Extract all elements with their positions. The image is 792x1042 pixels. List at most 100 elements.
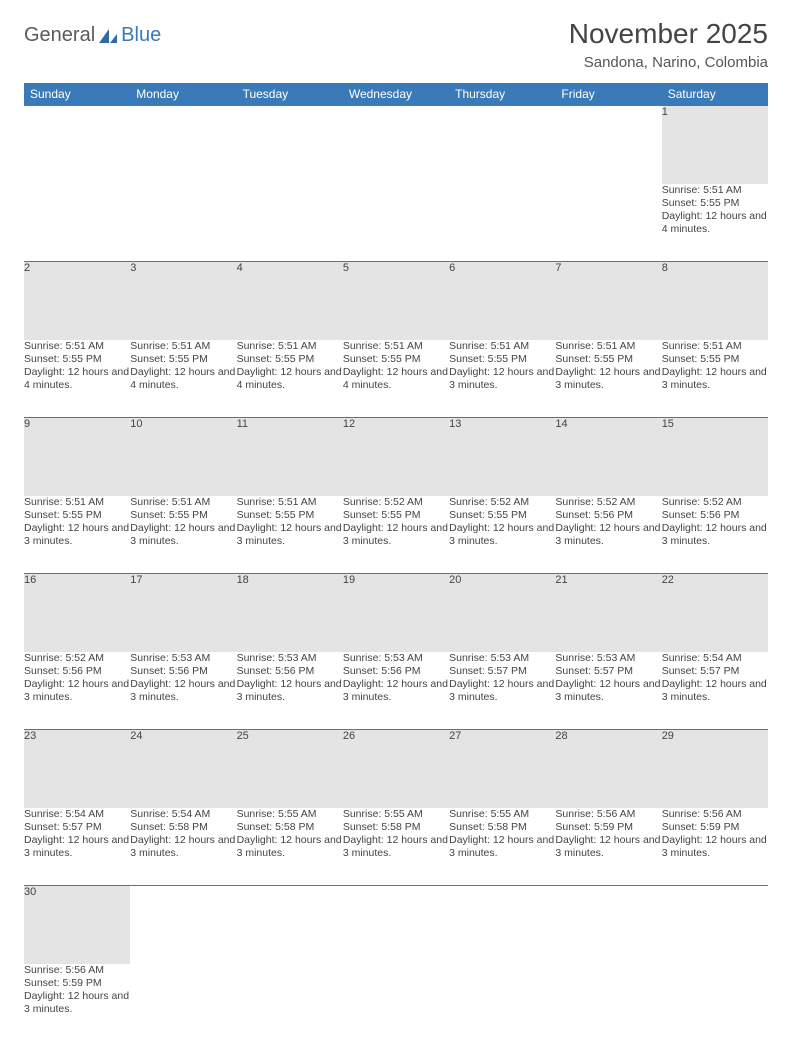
day-cell: Sunrise: 5:55 AMSunset: 5:58 PMDaylight:… xyxy=(237,808,343,886)
daylight-line-label: Daylight: xyxy=(449,678,493,690)
sunrise-line: Sunrise: 5:56 AM xyxy=(555,808,661,821)
sunrise-line-value: 5:51 AM xyxy=(65,340,104,352)
day-number-row: 9101112131415 xyxy=(24,418,768,496)
sunset-line-value: 5:55 PM xyxy=(275,353,314,365)
weekday-header-row: Sunday Monday Tuesday Wednesday Thursday… xyxy=(24,83,768,106)
daylight-line-label: Daylight: xyxy=(130,834,174,846)
sunrise-line-label: Sunrise: xyxy=(662,652,703,664)
sunset-line: Sunset: 5:55 PM xyxy=(343,509,449,522)
day-cell: Sunrise: 5:51 AMSunset: 5:55 PMDaylight:… xyxy=(130,496,236,574)
day-number-row: 1 xyxy=(24,106,768,184)
day-number: 18 xyxy=(237,574,249,586)
weekday-header: Thursday xyxy=(449,83,555,106)
sunset-line: Sunset: 5:57 PM xyxy=(662,665,768,678)
sunrise-line: Sunrise: 5:53 AM xyxy=(237,652,343,665)
sunset-line-value: 5:57 PM xyxy=(594,665,633,677)
sunrise-line-value: 5:53 AM xyxy=(491,652,530,664)
day-body-row: Sunrise: 5:51 AMSunset: 5:55 PMDaylight:… xyxy=(24,496,768,574)
day-cell xyxy=(555,184,661,262)
day-number-cell xyxy=(662,886,768,964)
day-cell: Sunrise: 5:54 AMSunset: 5:58 PMDaylight:… xyxy=(130,808,236,886)
day-body-row: Sunrise: 5:51 AMSunset: 5:55 PMDaylight:… xyxy=(24,340,768,418)
daylight-line: Daylight: 12 hours and 4 minutes. xyxy=(130,366,236,392)
daylight-line-label: Daylight: xyxy=(237,522,281,534)
sunset-line-value: 5:59 PM xyxy=(700,821,739,833)
daylight-line-label: Daylight: xyxy=(24,990,68,1002)
day-number: 8 xyxy=(662,262,668,274)
sunset-line: Sunset: 5:59 PM xyxy=(662,821,768,834)
sunset-line-label: Sunset: xyxy=(343,353,382,365)
day-cell: Sunrise: 5:51 AMSunset: 5:55 PMDaylight:… xyxy=(662,340,768,418)
day-body-row: Sunrise: 5:54 AMSunset: 5:57 PMDaylight:… xyxy=(24,808,768,886)
daylight-line: Daylight: 12 hours and 3 minutes. xyxy=(662,522,768,548)
sunset-line-value: 5:59 PM xyxy=(63,977,102,989)
sunset-line-label: Sunset: xyxy=(555,353,594,365)
day-number-cell xyxy=(130,106,236,184)
day-cell: Sunrise: 5:56 AMSunset: 5:59 PMDaylight:… xyxy=(662,808,768,886)
daylight-line: Daylight: 12 hours and 3 minutes. xyxy=(237,834,343,860)
sunrise-line-value: 5:51 AM xyxy=(491,340,530,352)
sunrise-line: Sunrise: 5:56 AM xyxy=(662,808,768,821)
daylight-line-label: Daylight: xyxy=(237,834,281,846)
sunset-line-label: Sunset: xyxy=(555,665,594,677)
sunset-line-value: 5:55 PM xyxy=(700,353,739,365)
sunrise-line-label: Sunrise: xyxy=(24,496,65,508)
sunset-line: Sunset: 5:56 PM xyxy=(555,509,661,522)
sunrise-line: Sunrise: 5:53 AM xyxy=(343,652,449,665)
day-number-cell: 17 xyxy=(130,574,236,652)
day-number: 29 xyxy=(662,730,674,742)
daylight-line-label: Daylight: xyxy=(662,678,706,690)
sunset-line-label: Sunset: xyxy=(555,509,594,521)
day-number-cell: 15 xyxy=(662,418,768,496)
daylight-line: Daylight: 12 hours and 3 minutes. xyxy=(237,678,343,704)
sunset-line-value: 5:55 PM xyxy=(63,509,102,521)
daylight-line: Daylight: 12 hours and 3 minutes. xyxy=(662,366,768,392)
sunset-line-value: 5:58 PM xyxy=(275,821,314,833)
sunrise-line-label: Sunrise: xyxy=(343,652,384,664)
sunrise-line: Sunrise: 5:53 AM xyxy=(555,652,661,665)
sunset-line-value: 5:56 PM xyxy=(275,665,314,677)
weekday-header: Wednesday xyxy=(343,83,449,106)
sunrise-line: Sunrise: 5:51 AM xyxy=(237,496,343,509)
logo: General Blue xyxy=(24,18,161,47)
sunset-line-label: Sunset: xyxy=(662,197,701,209)
daylight-line: Daylight: 12 hours and 3 minutes. xyxy=(555,522,661,548)
sunset-line-label: Sunset: xyxy=(449,665,488,677)
day-number: 5 xyxy=(343,262,349,274)
day-number-cell: 30 xyxy=(24,886,130,964)
sunset-line: Sunset: 5:57 PM xyxy=(24,821,130,834)
sunset-line: Sunset: 5:58 PM xyxy=(449,821,555,834)
daylight-line: Daylight: 12 hours and 3 minutes. xyxy=(555,678,661,704)
sunrise-line: Sunrise: 5:51 AM xyxy=(24,496,130,509)
day-number-cell: 4 xyxy=(237,262,343,340)
sunrise-line-value: 5:56 AM xyxy=(65,964,104,976)
sunset-line-value: 5:55 PM xyxy=(381,509,420,521)
daylight-line: Daylight: 12 hours and 3 minutes. xyxy=(662,834,768,860)
day-number-row: 23242526272829 xyxy=(24,730,768,808)
sunset-line-value: 5:57 PM xyxy=(700,665,739,677)
sunset-line: Sunset: 5:56 PM xyxy=(24,665,130,678)
location: Sandona, Narino, Colombia xyxy=(569,54,768,71)
day-cell: Sunrise: 5:53 AMSunset: 5:56 PMDaylight:… xyxy=(237,652,343,730)
day-body-row: Sunrise: 5:52 AMSunset: 5:56 PMDaylight:… xyxy=(24,652,768,730)
daylight-line-label: Daylight: xyxy=(662,210,706,222)
sunrise-line: Sunrise: 5:54 AM xyxy=(662,652,768,665)
daylight-line: Daylight: 12 hours and 3 minutes. xyxy=(130,834,236,860)
day-number-cell: 29 xyxy=(662,730,768,808)
daylight-line: Daylight: 12 hours and 3 minutes. xyxy=(343,522,449,548)
sunset-line-label: Sunset: xyxy=(24,977,63,989)
sunset-line-label: Sunset: xyxy=(343,821,382,833)
sunrise-line: Sunrise: 5:51 AM xyxy=(130,496,236,509)
sunset-line-value: 5:55 PM xyxy=(169,353,208,365)
sunset-line: Sunset: 5:56 PM xyxy=(130,665,236,678)
sunrise-line: Sunrise: 5:52 AM xyxy=(555,496,661,509)
sunset-line-label: Sunset: xyxy=(24,353,63,365)
day-cell xyxy=(130,184,236,262)
day-number-cell xyxy=(555,106,661,184)
sunset-line-label: Sunset: xyxy=(24,509,63,521)
sunset-line-value: 5:55 PM xyxy=(700,197,739,209)
day-cell xyxy=(343,184,449,262)
sunset-line: Sunset: 5:55 PM xyxy=(555,353,661,366)
daylight-line-label: Daylight: xyxy=(662,834,706,846)
daylight-line-label: Daylight: xyxy=(130,678,174,690)
